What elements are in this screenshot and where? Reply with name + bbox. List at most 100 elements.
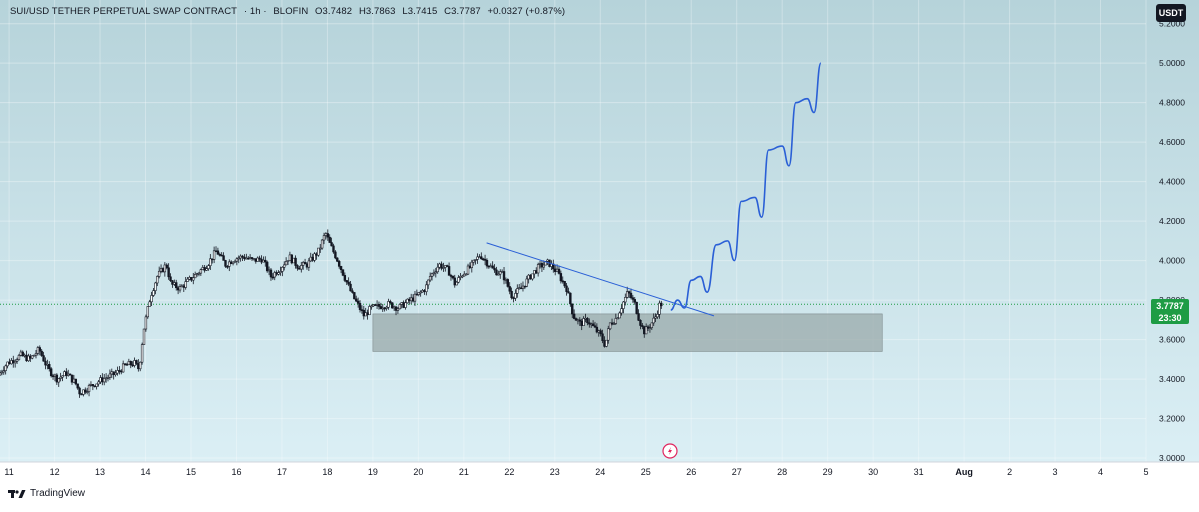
candle-body bbox=[633, 299, 636, 303]
candle-countdown: 23:30 bbox=[1158, 313, 1182, 323]
candle-body bbox=[444, 265, 447, 268]
candle-body bbox=[641, 325, 644, 327]
candle-body bbox=[70, 374, 74, 383]
candle-body bbox=[125, 364, 129, 366]
candle-body bbox=[110, 371, 113, 375]
candle-body bbox=[2, 370, 5, 373]
candle-body bbox=[53, 374, 57, 377]
candle-body bbox=[150, 295, 153, 303]
candle-body bbox=[61, 375, 64, 378]
candle-body bbox=[445, 265, 449, 267]
candle-body bbox=[120, 370, 123, 373]
candle-body bbox=[400, 302, 403, 305]
candle-body bbox=[36, 347, 40, 354]
candle-body bbox=[434, 271, 438, 274]
candle-body bbox=[411, 297, 415, 302]
candle-body bbox=[205, 268, 208, 271]
candle-body bbox=[46, 364, 49, 366]
candle-body bbox=[563, 281, 566, 287]
candle-body bbox=[561, 280, 564, 283]
candle-body bbox=[229, 261, 233, 264]
candle-body bbox=[140, 344, 144, 363]
candle-body bbox=[578, 319, 582, 322]
candle-body bbox=[284, 261, 288, 266]
footer-brand[interactable]: TradingView bbox=[8, 488, 85, 499]
candle-body bbox=[169, 276, 172, 281]
candle-body bbox=[506, 279, 510, 287]
quote-currency-badge[interactable]: USDT bbox=[1156, 4, 1186, 22]
candle-body bbox=[463, 273, 466, 277]
x-tick-label: 3 bbox=[1053, 467, 1058, 477]
ohlc-high: H3.7863 bbox=[358, 6, 396, 17]
candle-body bbox=[324, 233, 328, 236]
candle-body bbox=[76, 383, 79, 389]
candle-body bbox=[375, 303, 379, 306]
grid-lines bbox=[0, 0, 1146, 462]
candle-body bbox=[171, 280, 174, 285]
y-tick-label: 3.6000 bbox=[1159, 335, 1185, 345]
candle-body bbox=[656, 314, 659, 318]
candle-body bbox=[42, 355, 45, 362]
candle-body bbox=[175, 282, 178, 289]
x-tick-label: 14 bbox=[141, 467, 151, 477]
candle-body bbox=[432, 272, 436, 275]
candle-body bbox=[517, 287, 521, 290]
candle-body bbox=[233, 260, 237, 263]
candle-body bbox=[451, 275, 455, 279]
candle-body bbox=[557, 268, 561, 274]
candle-body bbox=[481, 258, 485, 261]
candle-body bbox=[637, 313, 640, 321]
exchange-label: BLOFIN bbox=[273, 6, 309, 17]
candle-body bbox=[349, 283, 352, 292]
candle-body bbox=[222, 255, 225, 261]
candle-body bbox=[527, 274, 530, 280]
event-icon[interactable] bbox=[662, 443, 678, 459]
candle-body bbox=[89, 384, 93, 386]
candle-body bbox=[487, 265, 491, 268]
candle-body bbox=[152, 290, 155, 296]
candle-body bbox=[173, 282, 176, 285]
candle-body bbox=[489, 265, 492, 268]
candle-body bbox=[8, 361, 11, 365]
candle-body bbox=[254, 258, 258, 262]
candle-body bbox=[466, 265, 470, 275]
candle-body bbox=[334, 251, 337, 259]
candle-body bbox=[271, 276, 275, 279]
candle-body bbox=[188, 277, 191, 280]
candle-body bbox=[351, 290, 354, 293]
candle-body bbox=[269, 269, 273, 278]
candle-body bbox=[652, 317, 655, 324]
candle-body bbox=[296, 265, 299, 269]
candle-body bbox=[358, 303, 362, 310]
symbol-legend: SUI/USD TETHER PERPETUAL SWAP CONTRACT ·… bbox=[10, 6, 569, 17]
candle-body bbox=[459, 276, 462, 278]
x-axis-ticks: 11 12 13 14 15 16 17 18 19 20 21 22 23 24 25 26 27 28 29 30… bbox=[4, 467, 1148, 477]
candle-body bbox=[332, 245, 335, 253]
candle-body bbox=[163, 264, 167, 273]
candle-body bbox=[546, 259, 549, 262]
candle-body bbox=[34, 353, 38, 356]
candle-body bbox=[328, 236, 331, 243]
candle-body bbox=[440, 263, 443, 269]
candle-body bbox=[247, 257, 250, 260]
candle-body bbox=[366, 312, 369, 316]
candle-body bbox=[347, 281, 350, 285]
candle-body bbox=[193, 274, 197, 279]
x-tick-label: 16 bbox=[231, 467, 241, 477]
symbol-name[interactable]: SUI/USD TETHER PERPETUAL SWAP CONTRACT bbox=[10, 6, 238, 17]
candle-body bbox=[339, 266, 343, 271]
x-tick-label: 25 bbox=[641, 467, 651, 477]
candle-body bbox=[495, 269, 498, 276]
candle-body bbox=[605, 339, 608, 347]
candle-body bbox=[624, 297, 627, 303]
candle-body bbox=[660, 302, 663, 307]
candle-body bbox=[635, 301, 638, 314]
candle-body bbox=[553, 268, 557, 272]
candle-body bbox=[29, 355, 32, 359]
projection-layer bbox=[486, 62, 822, 317]
candle-body bbox=[398, 304, 402, 310]
candle-body bbox=[569, 292, 572, 305]
candle-body bbox=[591, 323, 595, 327]
